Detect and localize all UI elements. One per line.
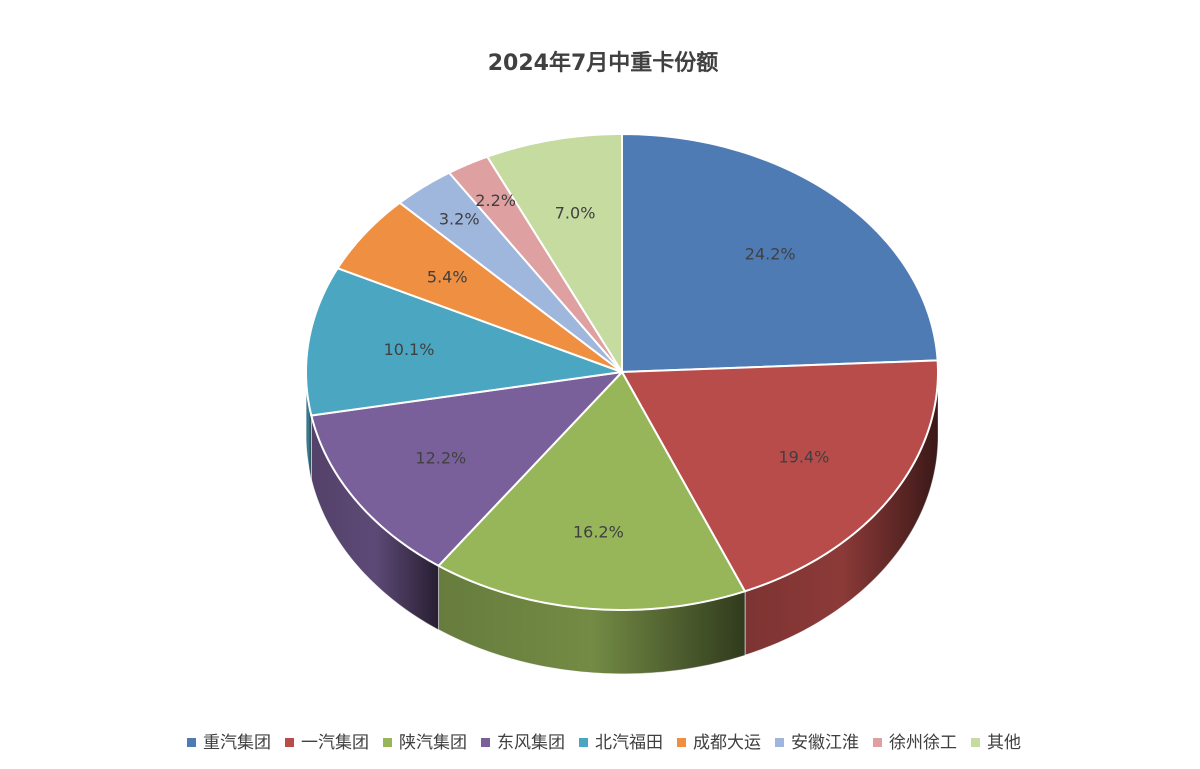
slice — [620, 359, 939, 593]
legend-swatch — [971, 738, 980, 747]
slice-side-shade — [438, 565, 745, 674]
legend-swatch — [383, 738, 392, 747]
legend-label: 一汽集团 — [301, 733, 369, 753]
legend-label: 成都大运 — [693, 733, 761, 753]
slice — [398, 171, 623, 373]
slice — [436, 370, 747, 611]
legend-swatch — [481, 738, 490, 747]
slice — [621, 132, 939, 374]
slice — [305, 266, 623, 417]
legend-swatch — [775, 738, 784, 747]
legend-label: 北汽福田 — [595, 733, 663, 753]
legend-label: 东风集团 — [497, 733, 565, 753]
legend-swatch — [187, 738, 196, 747]
slice-side-shade — [311, 415, 439, 630]
data-label: 5.4% — [427, 267, 468, 286]
slice — [485, 132, 623, 376]
slice — [310, 370, 625, 568]
data-label: 24.2% — [745, 244, 796, 263]
slice-side-shade — [744, 372, 938, 656]
legend-label: 其他 — [987, 733, 1021, 753]
data-label: 7.0% — [555, 204, 596, 223]
slice — [336, 201, 623, 373]
data-label: 12.2% — [415, 449, 466, 468]
legend-label: 陕汽集团 — [399, 733, 467, 753]
data-label: 19.4% — [778, 448, 829, 467]
legend-swatch — [285, 738, 294, 747]
chart-title: 2024年7月中重卡份额 — [488, 50, 719, 76]
data-label: 16.2% — [573, 522, 624, 541]
data-label: 2.2% — [475, 191, 516, 210]
slice — [447, 155, 623, 373]
legend-swatch — [677, 738, 686, 747]
data-label: 10.1% — [384, 340, 435, 359]
legend-swatch — [579, 738, 588, 747]
legend-label: 重汽集团 — [203, 733, 271, 753]
legend-swatch — [873, 738, 882, 747]
data-label: 3.2% — [439, 210, 480, 229]
legend-label: 安徽江淮 — [791, 733, 859, 753]
legend-label: 徐州徐工 — [889, 733, 957, 753]
